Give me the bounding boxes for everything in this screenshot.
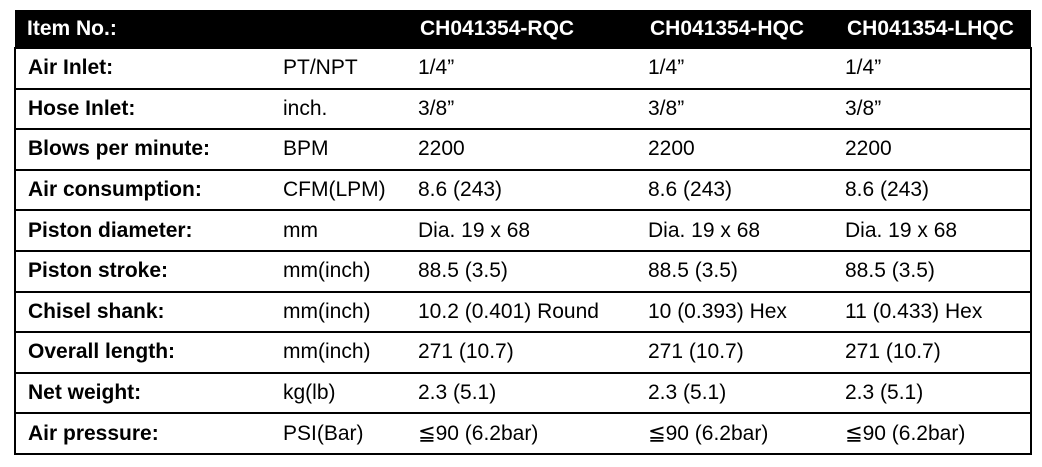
table-row: Blows per minute: BPM 2200 2200 2200: [14, 128, 1032, 171]
value-hqc: Dia. 19 x 68: [636, 209, 833, 252]
table-row: Hose Inlet: inch. 3/8” 3/8” 3/8”: [14, 87, 1032, 131]
value-hqc: 3/8”: [636, 87, 833, 131]
value-rqc: 88.5 (3.5): [406, 249, 636, 293]
value-hqc: 8.6 (243): [636, 168, 833, 212]
row-unit: PT/NPT: [271, 47, 406, 90]
value-hqc: 2200: [636, 128, 833, 171]
row-unit: mm: [271, 209, 406, 252]
row-label: Net weight:: [14, 371, 271, 415]
value-hqc: 10 (0.393) Hex: [636, 290, 833, 334]
row-unit: mm(inch): [271, 290, 406, 334]
row-unit: mm(inch): [271, 331, 406, 374]
table-row: Piston diameter: mm Dia. 19 x 68 Dia. 19 x …: [14, 209, 1032, 252]
model-header-lhqc: CH041354-LHQC: [847, 16, 1014, 40]
row-unit: PSI(Bar): [271, 412, 406, 455]
value-lhqc: 2200: [833, 128, 1032, 171]
row-label: Overall length:: [14, 331, 271, 374]
value-hqc: 88.5 (3.5): [636, 249, 833, 293]
table-row: Air consumption: CFM(LPM) 8.6 (243) 8.6 (24…: [14, 168, 1032, 212]
row-unit: kg(lb): [271, 371, 406, 415]
table-row: Air pressure: PSI(Bar) ≦90 (6.2bar) ≦90 (6.…: [14, 412, 1032, 455]
row-unit: mm(inch): [271, 249, 406, 293]
value-hqc: ≦90 (6.2bar): [636, 412, 833, 455]
value-lhqc: 1/4”: [833, 47, 1032, 90]
value-hqc: 271 (10.7): [636, 331, 833, 374]
value-rqc: 2200: [406, 128, 636, 171]
table-row: Overall length: mm(inch) 271 (10.7) 271 (10…: [14, 331, 1032, 374]
model-header-rqc: CH041354-RQC: [420, 16, 575, 40]
value-hqc: 1/4”: [636, 47, 833, 90]
table-row: Net weight: kg(lb) 2.3 (5.1) 2.3 (5.1) 2.3 (…: [14, 371, 1032, 415]
value-rqc: 1/4”: [406, 47, 636, 90]
row-unit: CFM(LPM): [271, 168, 406, 212]
row-label: Hose Inlet:: [14, 87, 271, 131]
table-row: Air Inlet: PT/NPT 1/4” 1/4” 1/4”: [14, 47, 1032, 90]
value-lhqc: 88.5 (3.5): [833, 249, 1032, 293]
value-rqc: Dia. 19 x 68: [406, 209, 636, 252]
row-label: Air pressure:: [14, 412, 271, 455]
value-lhqc: 11 (0.433) Hex: [833, 290, 1032, 334]
value-lhqc: 3/8”: [833, 87, 1032, 131]
value-rqc: 3/8”: [406, 87, 636, 131]
spec-table-container: Item No.: CH041354-RQC CH041354-HQC CH04…: [14, 10, 1032, 455]
value-lhqc: ≦90 (6.2bar): [833, 412, 1032, 455]
spec-table: Item No.: CH041354-RQC CH041354-HQC CH04…: [14, 10, 1032, 455]
header-row: Item No.: CH041354-RQC CH041354-HQC CH04…: [15, 10, 1031, 48]
model-header-hqc: CH041354-HQC: [650, 16, 805, 40]
item-number-header: Item No.:: [27, 16, 117, 40]
value-rqc: 2.3 (5.1): [406, 371, 636, 415]
value-lhqc: 2.3 (5.1): [833, 371, 1032, 415]
row-label: Air consumption:: [14, 168, 271, 212]
value-hqc: 2.3 (5.1): [636, 371, 833, 415]
value-lhqc: 271 (10.7): [833, 331, 1032, 374]
table-row: Piston stroke: mm(inch) 88.5 (3.5) 88.5 (3.…: [14, 249, 1032, 293]
value-rqc: ≦90 (6.2bar): [406, 412, 636, 455]
row-unit: BPM: [271, 128, 406, 171]
value-rqc: 10.2 (0.401) Round: [406, 290, 636, 334]
value-lhqc: Dia. 19 x 68: [833, 209, 1032, 252]
table-row: Chisel shank: mm(inch) 10.2 (0.401) Round 1…: [14, 290, 1032, 334]
unit-header: [271, 10, 406, 48]
row-label: Air Inlet:: [14, 47, 271, 90]
value-rqc: 271 (10.7): [406, 331, 636, 374]
row-label: Chisel shank:: [14, 290, 271, 334]
row-label: Piston stroke:: [14, 249, 271, 293]
value-rqc: 8.6 (243): [406, 168, 636, 212]
value-lhqc: 8.6 (243): [833, 168, 1032, 212]
row-label: Piston diameter:: [14, 209, 271, 252]
row-label: Blows per minute:: [14, 128, 271, 171]
row-unit: inch.: [271, 87, 406, 131]
